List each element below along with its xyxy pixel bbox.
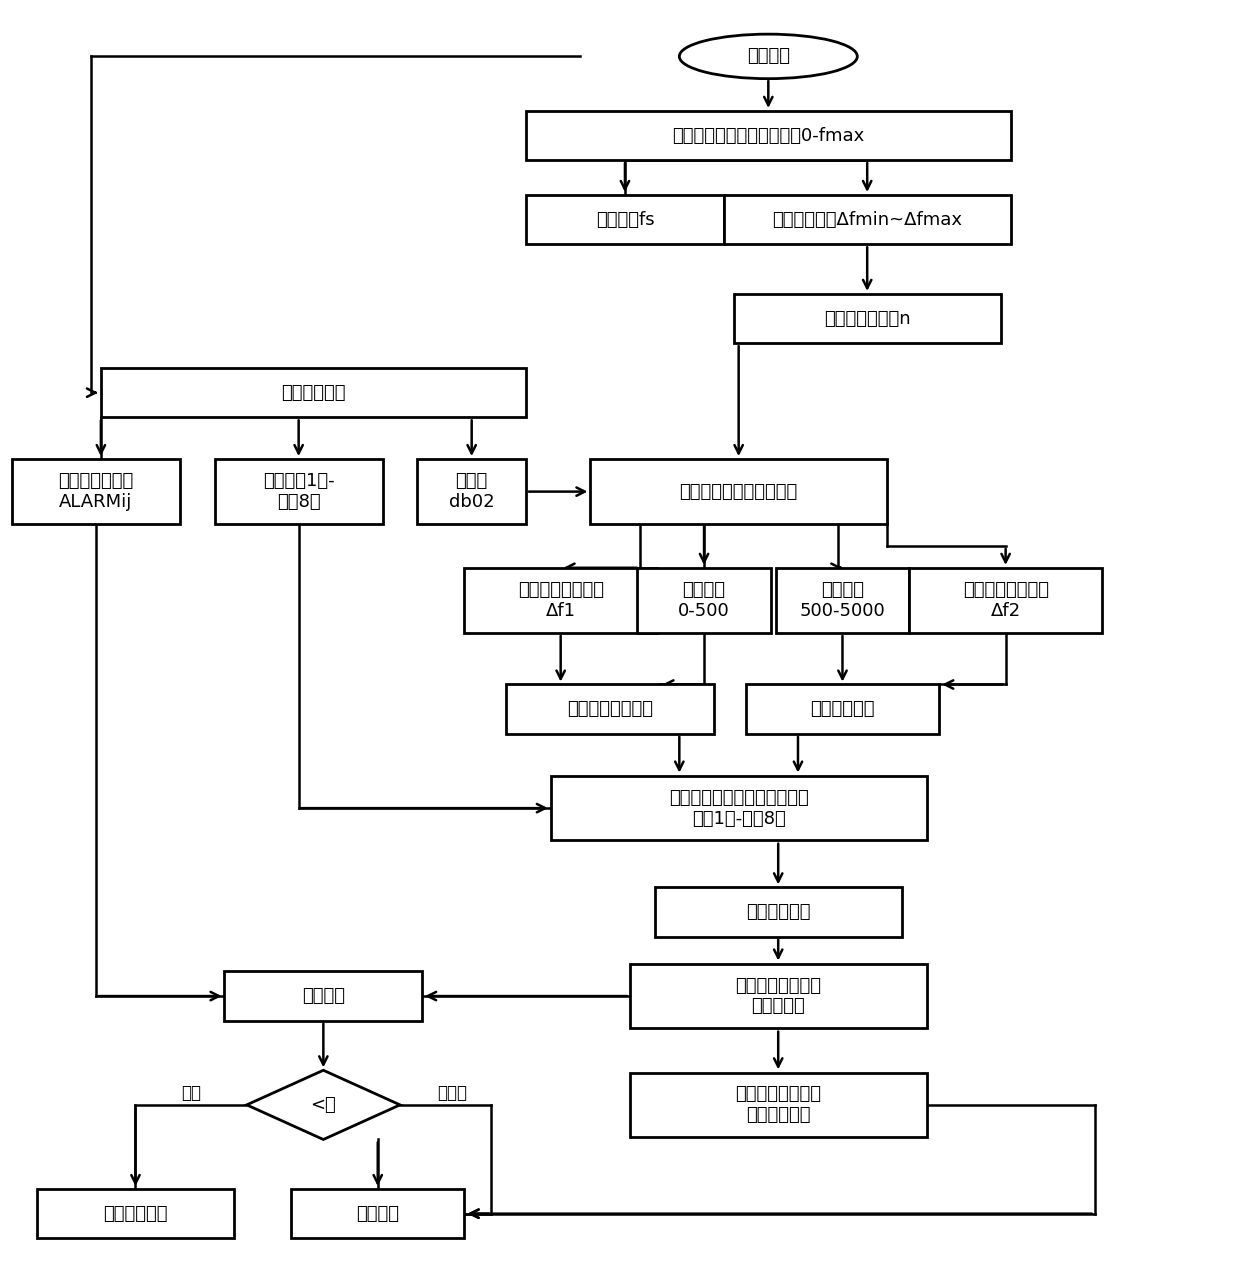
Text: 燃烧信号最大频率解析范围0-fmax: 燃烧信号最大频率解析范围0-fmax bbox=[672, 126, 864, 144]
Text: 采样频率fs: 采样频率fs bbox=[595, 211, 655, 229]
Text: 低频分量
0-500: 低频分量 0-500 bbox=[678, 581, 730, 619]
Text: 不成立: 不成立 bbox=[436, 1084, 467, 1102]
Text: 分别构造低频、高频特征频带
频带1段-频带8段: 分别构造低频、高频特征频带 频带1段-频带8段 bbox=[668, 789, 808, 827]
Text: 低频率分辨率解析
Δf2: 低频率分辨率解析 Δf2 bbox=[962, 581, 1049, 619]
Ellipse shape bbox=[680, 34, 857, 79]
Bar bbox=[734, 294, 1001, 344]
Text: 控制系统: 控制系统 bbox=[356, 1204, 399, 1222]
Text: 小波基
db02: 小波基 db02 bbox=[449, 472, 495, 511]
Bar bbox=[37, 1189, 234, 1239]
Text: 数值比较: 数值比较 bbox=[301, 987, 345, 1005]
Bar bbox=[224, 972, 423, 1020]
Bar bbox=[724, 195, 1011, 244]
Text: 燃烧信号: 燃烧信号 bbox=[746, 47, 790, 65]
Text: 调整节点顺序: 调整节点顺序 bbox=[810, 700, 874, 718]
Bar bbox=[291, 1189, 464, 1239]
Text: 特征频带1段-
频带8段: 特征频带1段- 频带8段 bbox=[263, 472, 335, 511]
Bar bbox=[551, 776, 926, 840]
Text: 小波包分解层数n: 小波包分解层数n bbox=[823, 309, 910, 327]
Text: 多频率分辨率Δfmin~Δfmax: 多频率分辨率Δfmin~Δfmax bbox=[773, 211, 962, 229]
Text: 求取最大幅值对应
的特征频率点: 求取最大幅值对应 的特征频率点 bbox=[735, 1085, 821, 1124]
Bar bbox=[637, 568, 771, 632]
Text: 特征频带上限值
ALARMij: 特征频带上限值 ALARMij bbox=[58, 472, 134, 511]
Bar bbox=[590, 460, 887, 524]
Bar bbox=[526, 195, 724, 244]
Text: 求取重构特征频带
的最大幅值: 求取重构特征频带 的最大幅值 bbox=[735, 977, 821, 1015]
Text: 高频分量
500-5000: 高频分量 500-5000 bbox=[800, 581, 885, 619]
Text: 成立: 成立 bbox=[181, 1084, 201, 1102]
Bar bbox=[215, 460, 383, 524]
Text: 人机界面报警: 人机界面报警 bbox=[103, 1204, 167, 1222]
Bar bbox=[655, 888, 901, 937]
Bar bbox=[909, 568, 1102, 632]
Text: 高频率分辨率解析
Δf1: 高频率分辨率解析 Δf1 bbox=[517, 581, 604, 619]
Bar bbox=[100, 368, 526, 418]
Bar bbox=[776, 568, 909, 632]
Text: <？: <？ bbox=[310, 1096, 336, 1114]
Text: 历史数据分析: 历史数据分析 bbox=[281, 383, 346, 402]
Bar bbox=[630, 1073, 926, 1137]
Bar bbox=[526, 111, 1011, 160]
Bar bbox=[506, 684, 714, 734]
Bar bbox=[746, 684, 939, 734]
Bar bbox=[464, 568, 657, 632]
Text: 小波包分解（标定节点）: 小波包分解（标定节点） bbox=[680, 483, 797, 501]
Bar bbox=[12, 460, 180, 524]
Text: 分别求取对应节点: 分别求取对应节点 bbox=[567, 700, 653, 718]
Text: 节点小波重构: 节点小波重构 bbox=[746, 903, 811, 921]
Bar bbox=[630, 964, 926, 1028]
Polygon shape bbox=[247, 1070, 401, 1139]
Bar bbox=[418, 460, 526, 524]
